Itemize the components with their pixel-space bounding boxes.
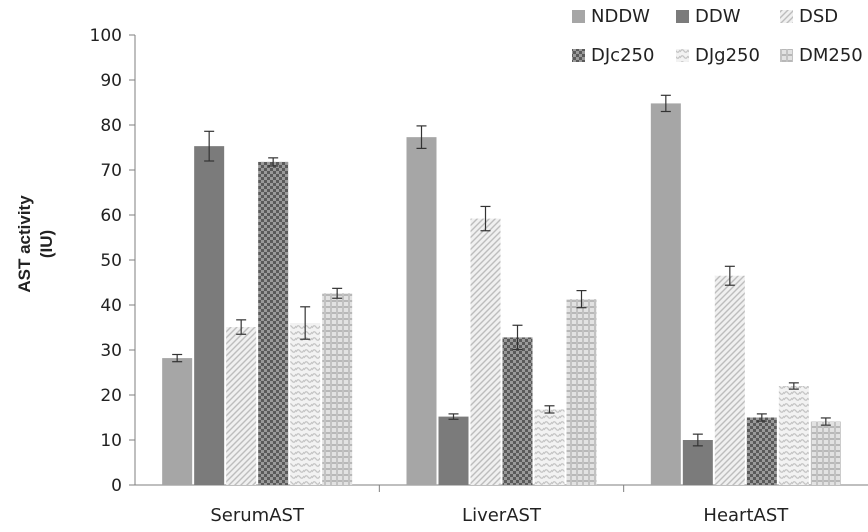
legend-swatch bbox=[676, 10, 689, 23]
bar bbox=[290, 323, 321, 485]
legend: NDDW DDW DSD DJc250 DJg250 DM250 bbox=[572, 6, 863, 66]
bar bbox=[406, 137, 437, 485]
y-tick-label: 60 bbox=[100, 206, 122, 226]
bar bbox=[746, 417, 777, 485]
y-tick-label: 80 bbox=[100, 116, 122, 136]
y-tick-label: 40 bbox=[100, 296, 122, 316]
bar bbox=[226, 327, 257, 485]
plot-area: 0 10 20 30 40 50 60 70 80 90 100 SerumAST LiverAST He… bbox=[90, 26, 868, 526]
legend-label: NDDW bbox=[591, 6, 650, 27]
legend-label: DSD bbox=[799, 6, 838, 27]
y-tick-label: 20 bbox=[100, 386, 122, 406]
bar bbox=[438, 416, 469, 485]
y-tick-label: 0 bbox=[111, 476, 122, 496]
y-tick-label: 100 bbox=[90, 26, 122, 46]
x-tick-label: SerumAST bbox=[210, 505, 305, 526]
legend-label: DDW bbox=[695, 6, 741, 27]
bar bbox=[502, 337, 533, 485]
legend-label: DM250 bbox=[799, 45, 863, 66]
y-tick-label: 90 bbox=[100, 71, 122, 91]
bar bbox=[810, 421, 841, 485]
bar bbox=[194, 146, 225, 485]
legend-swatch bbox=[780, 10, 793, 23]
x-tick-label: HeartAST bbox=[703, 505, 789, 526]
legend-swatch bbox=[780, 49, 793, 62]
y-tick-label: 10 bbox=[100, 431, 122, 451]
y-axis-label: AST activity bbox=[15, 195, 34, 293]
legend-swatch bbox=[676, 49, 689, 62]
legend-swatch bbox=[572, 49, 585, 62]
bar bbox=[322, 293, 353, 485]
x-tick-label: LiverAST bbox=[462, 505, 542, 526]
bar bbox=[162, 358, 193, 485]
bar bbox=[714, 275, 745, 485]
y-tick-label: 50 bbox=[100, 251, 122, 271]
bar bbox=[258, 161, 289, 485]
bar bbox=[566, 299, 597, 485]
bar bbox=[534, 409, 565, 485]
y-tick-label: 30 bbox=[100, 341, 122, 361]
y-tick-label: 70 bbox=[100, 161, 122, 181]
legend-swatch bbox=[572, 10, 585, 23]
legend-label: DJc250 bbox=[591, 45, 654, 66]
bar bbox=[778, 386, 809, 485]
bar bbox=[470, 218, 501, 485]
bar bbox=[650, 103, 681, 486]
bar bbox=[682, 440, 713, 485]
legend-label: DJg250 bbox=[695, 45, 760, 66]
y-axis-unit: (IU) bbox=[37, 230, 56, 258]
